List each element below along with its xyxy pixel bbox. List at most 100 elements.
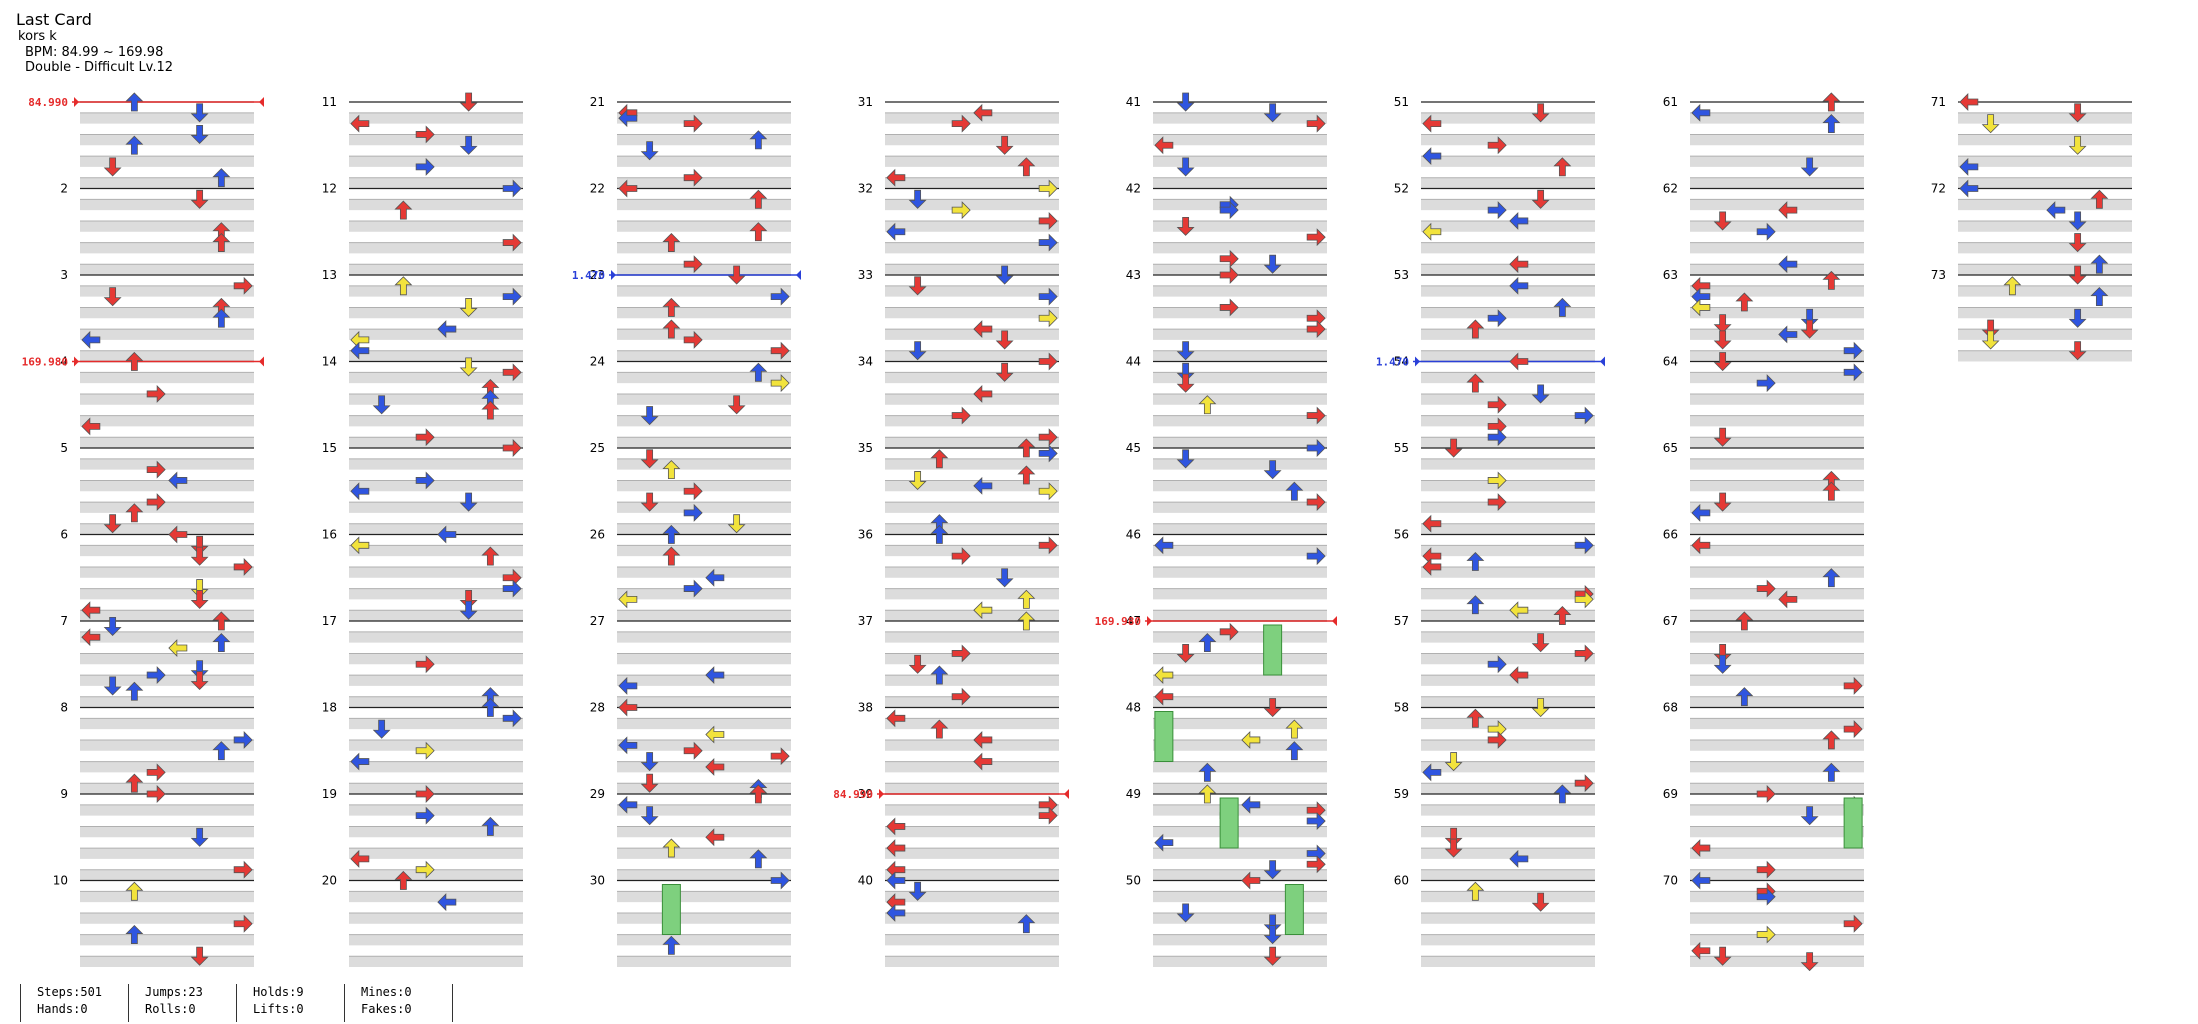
beat-shade xyxy=(349,437,523,448)
measure-number: 42 xyxy=(1126,182,1141,196)
note-arrow-shape xyxy=(1219,201,1239,220)
note-arrow xyxy=(415,741,435,760)
note-arrow xyxy=(1981,114,2000,134)
note-arrow-shape xyxy=(1444,752,1463,772)
note-arrow xyxy=(749,222,768,242)
note-arrow-shape xyxy=(350,752,370,771)
beat-shade xyxy=(1153,285,1327,297)
note-arrow-shape xyxy=(1735,687,1754,707)
beat-shade xyxy=(349,761,523,773)
note-arrow xyxy=(618,698,638,717)
measure-number: 57 xyxy=(1394,614,1409,628)
note-arrow xyxy=(618,795,638,814)
beat-shade xyxy=(1958,112,2132,124)
note-arrow-shape xyxy=(415,428,435,447)
beat-shade xyxy=(885,112,1059,124)
note-arrow-shape xyxy=(1306,114,1326,133)
beat-shade xyxy=(349,458,523,470)
beat-shade xyxy=(885,329,1059,340)
note-arrow xyxy=(995,568,1014,588)
note-arrow xyxy=(1509,849,1529,868)
note-arrow-shape xyxy=(233,730,253,749)
note-arrow xyxy=(415,157,435,176)
note-arrow xyxy=(1822,481,1841,501)
note-arrow-shape xyxy=(146,666,166,685)
note-arrow xyxy=(233,276,253,295)
measure-number: 33 xyxy=(858,268,873,282)
note-arrow xyxy=(1306,228,1326,247)
measure-number: 47 xyxy=(1126,614,1141,628)
note-arrow-shape xyxy=(1778,201,1798,220)
note-arrow-shape xyxy=(1800,806,1819,826)
beat-shade xyxy=(1153,437,1327,448)
beat-shade xyxy=(617,783,791,794)
note-arrow xyxy=(1509,601,1529,620)
note-arrow xyxy=(1263,103,1282,123)
beat-shade xyxy=(1421,783,1595,794)
note-arrow-shape xyxy=(1306,547,1326,566)
note-arrow xyxy=(1038,233,1058,252)
beat-shade xyxy=(885,480,1059,492)
note-arrow xyxy=(1198,784,1217,804)
measure-number: 62 xyxy=(1663,182,1678,196)
beat-shade xyxy=(349,372,523,384)
beat-shade xyxy=(349,653,523,665)
hold-body xyxy=(1843,797,1863,849)
note-arrow xyxy=(1176,373,1195,393)
note-arrow-shape xyxy=(1176,216,1195,236)
note-arrow xyxy=(190,189,209,209)
note-arrow-shape xyxy=(749,130,768,150)
note-arrow xyxy=(103,676,122,696)
bpm-change-tick xyxy=(1600,356,1605,367)
note-arrow-shape xyxy=(618,736,638,755)
beat-shade xyxy=(349,134,523,146)
note-arrow xyxy=(1487,471,1507,490)
beat-shade xyxy=(349,956,523,967)
note-arrow xyxy=(1422,557,1442,576)
note-arrow-shape xyxy=(2090,189,2109,209)
measure-block xyxy=(1153,620,1327,708)
beat-shade xyxy=(349,329,523,340)
beat-shade xyxy=(617,415,791,427)
measure-number: 70 xyxy=(1663,874,1678,888)
beat-shade xyxy=(617,285,791,297)
measure-number: 58 xyxy=(1394,701,1409,715)
note-arrow xyxy=(727,395,746,415)
note-arrow xyxy=(146,493,166,512)
measure-block xyxy=(349,360,523,448)
note-arrow-shape xyxy=(973,320,993,339)
beat-shade xyxy=(1958,134,2132,146)
note-arrow-shape xyxy=(1306,320,1326,339)
note-arrow xyxy=(1843,341,1863,360)
note-arrow-shape xyxy=(1531,633,1550,653)
measure-block xyxy=(1690,706,1864,794)
note-arrow xyxy=(233,557,253,576)
beat-shade xyxy=(80,372,254,384)
note-arrow-shape xyxy=(1263,946,1282,966)
note-arrow xyxy=(1800,806,1819,826)
note-arrow xyxy=(1017,914,1036,934)
beat-shade xyxy=(1421,415,1595,427)
note-arrow-shape xyxy=(1198,395,1217,415)
note-arrow xyxy=(1800,157,1819,177)
beat-shade xyxy=(617,307,791,319)
beat-shade xyxy=(1153,610,1327,621)
note-arrow-shape xyxy=(415,860,435,879)
measure-number: 25 xyxy=(590,441,605,455)
note-arrow xyxy=(1778,255,1798,274)
note-arrow xyxy=(1038,179,1058,198)
beat-shade xyxy=(349,502,523,513)
note-arrow xyxy=(81,601,101,620)
measure-block xyxy=(80,187,254,275)
measure-number: 19 xyxy=(322,787,337,801)
measure-number: 35 xyxy=(858,441,873,455)
note-arrow xyxy=(2090,287,2109,307)
beat-shade xyxy=(80,696,254,708)
note-arrow xyxy=(1756,785,1776,803)
note-arrow-shape xyxy=(233,276,253,295)
bpm-change-tick xyxy=(74,356,79,367)
note-arrow-shape xyxy=(1822,270,1841,290)
note-arrow-shape xyxy=(973,103,993,122)
beat-shade xyxy=(349,804,523,816)
note-arrow xyxy=(908,189,927,209)
